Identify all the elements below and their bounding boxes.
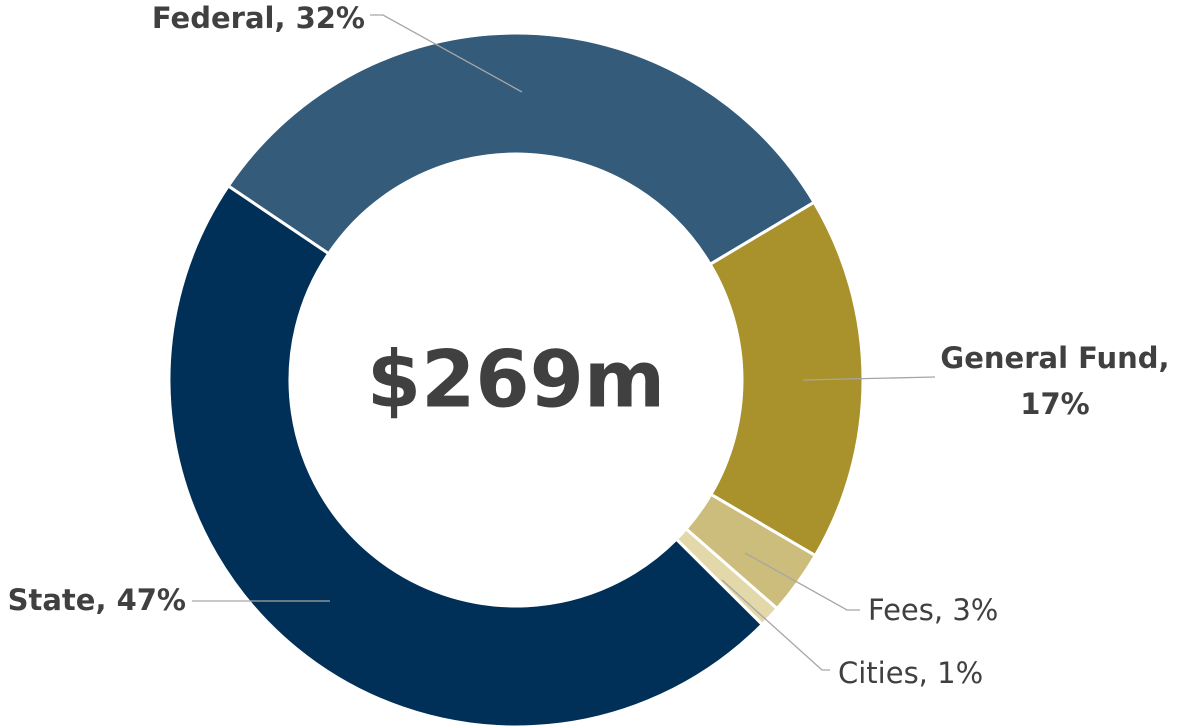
data-label: Cities, 1% [838, 656, 983, 690]
donut-slice [226, 31, 817, 267]
data-label: Fees, 3% [868, 593, 998, 627]
leader-line [370, 14, 523, 93]
data-label: State, 47% [8, 583, 186, 617]
leader-line [721, 579, 830, 671]
data-label: Federal, 32% [152, 1, 365, 35]
data-label: General Fund, 17% [940, 341, 1170, 421]
center-label: $269m [367, 335, 665, 425]
label-box: General Fund, 17% [940, 341, 1170, 421]
leader-line [744, 552, 860, 611]
donut-slice [167, 183, 765, 726]
leader-line [802, 376, 936, 381]
